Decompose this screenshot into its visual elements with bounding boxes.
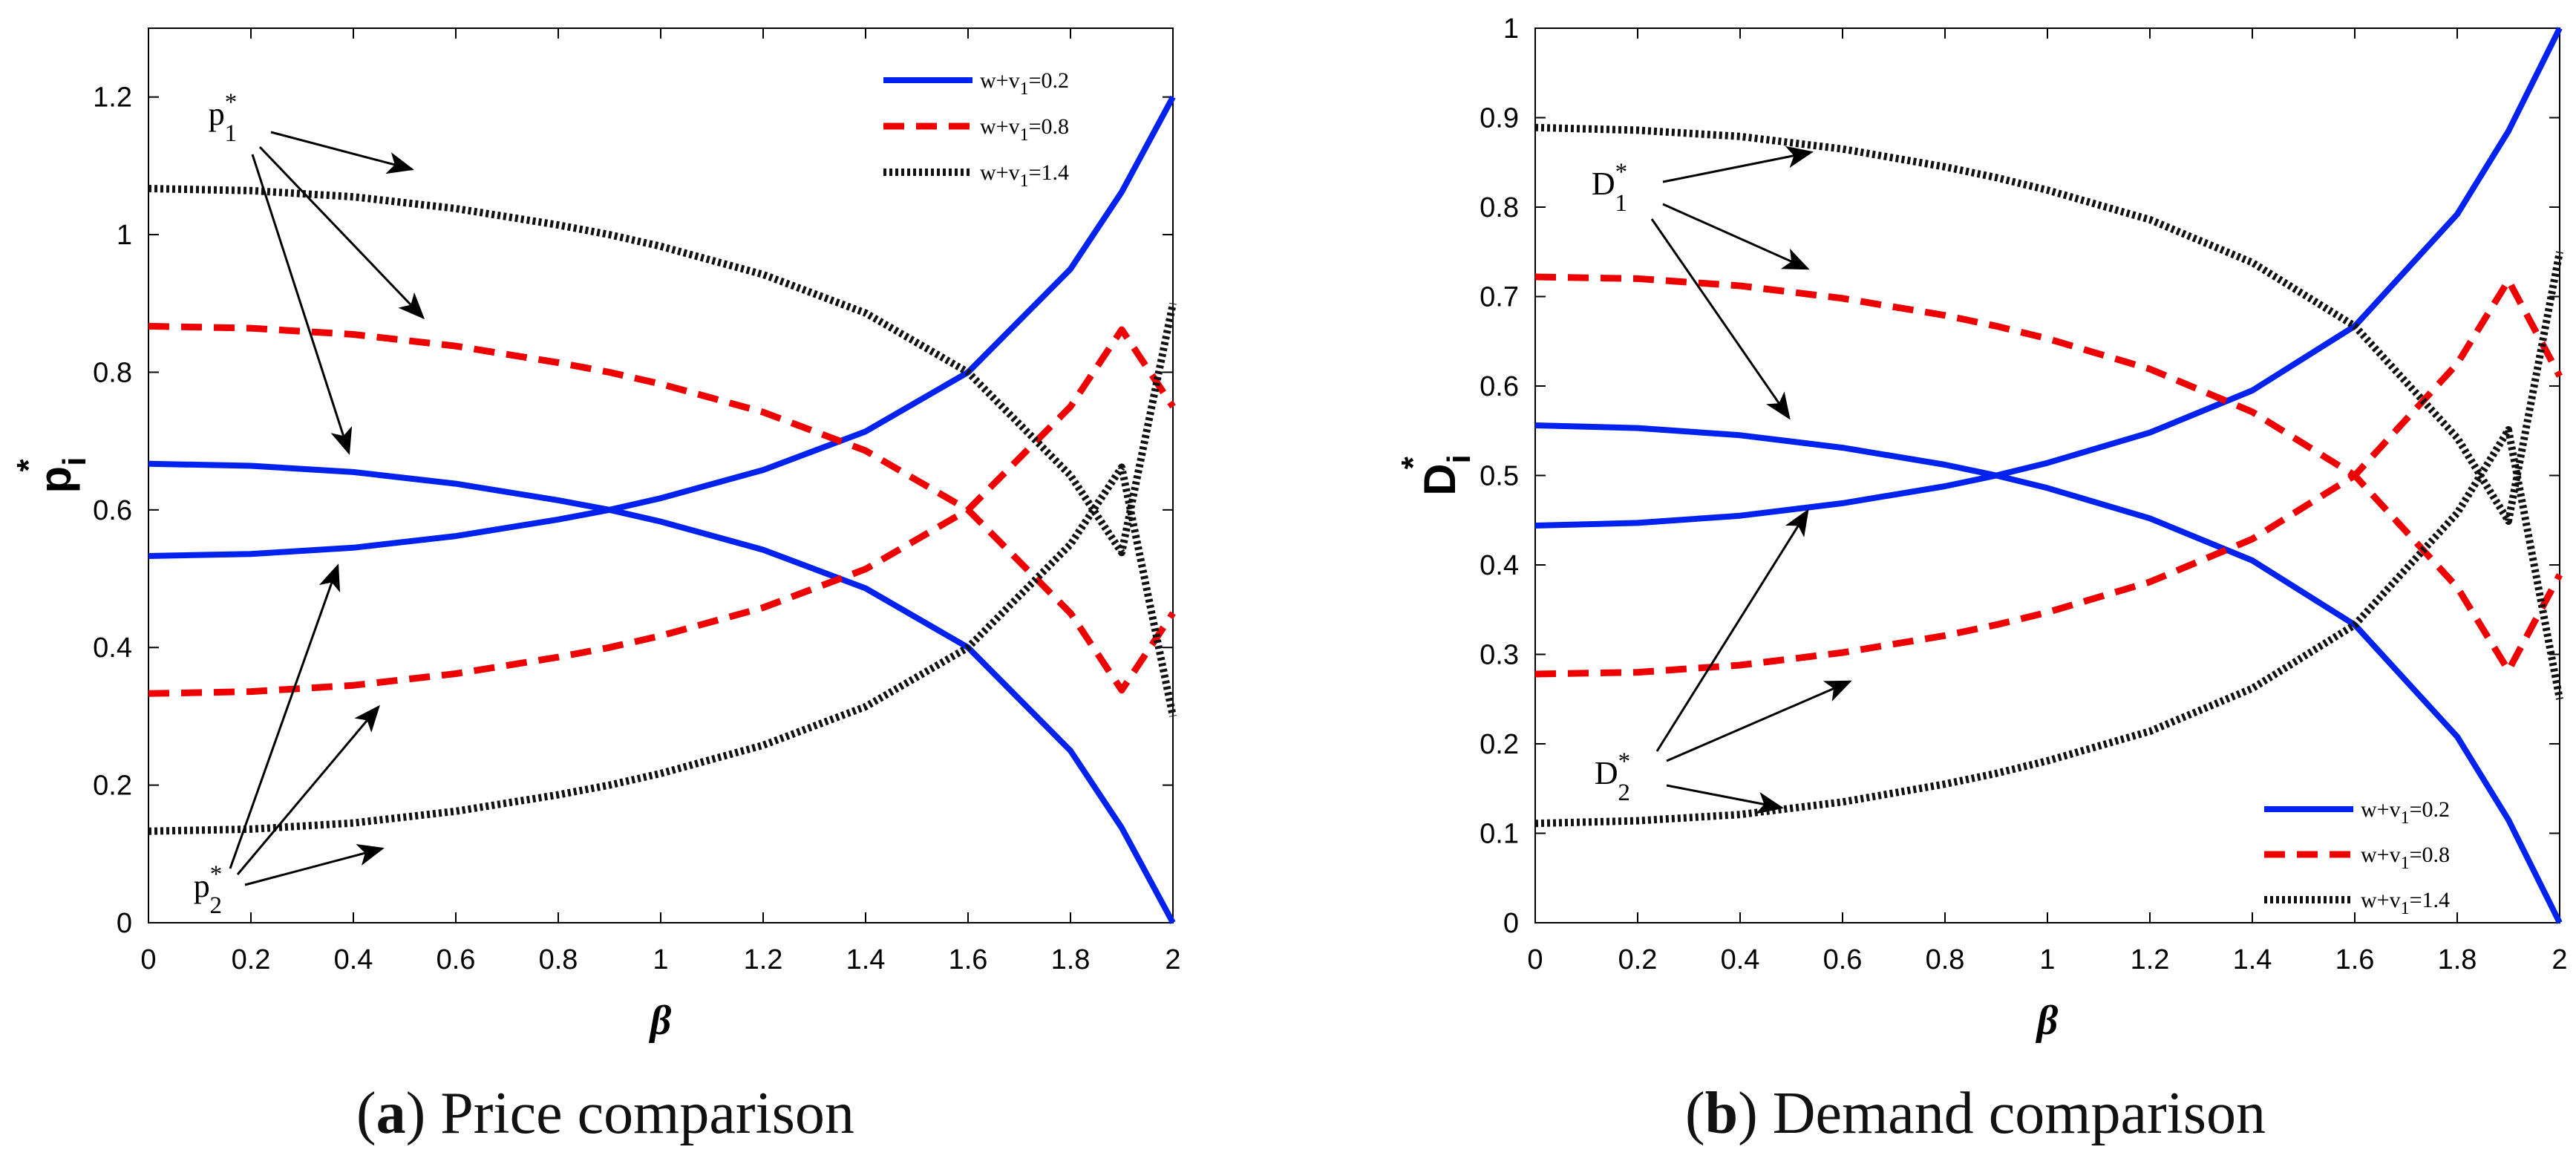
caption-b: (b) Demand comparison [1685, 1081, 2266, 1146]
series-line: D1* (w+v1=0.8) [1534, 273, 2563, 674]
x-tick-label: 2 [2552, 944, 2567, 975]
x-tick-label: 0 [140, 944, 156, 975]
series-line: p1* (w+v1=0.8) [148, 322, 1176, 694]
y-axis-label: pi* [10, 457, 93, 494]
x-tick-label: 1.6 [2335, 944, 2375, 975]
legend-entry: w+v1=0.2 [2361, 797, 2450, 828]
plot-frame [1534, 27, 2560, 923]
series-line: D2* (w+v1=0.8) [1534, 277, 2563, 678]
y-tick-label: 1 [117, 220, 132, 251]
x-tick-label: 1.4 [2233, 944, 2272, 975]
y-tick-label: 0.1 [1480, 819, 1519, 850]
series-line: D1* (w+v1=0.2) [1534, 422, 2563, 924]
series-line: D2* (w+v1=1.4) [1534, 426, 2563, 828]
x-tick-label: 1.8 [2438, 944, 2477, 975]
demand-chart: 0 0.2 0.4 0.6 0.8 1 1.2 1.4 1.6 1.8 2 0 0.1 0.2 0.3 0.4… [1395, 13, 2568, 1044]
x-tick-label: 0.6 [1823, 944, 1863, 975]
y-tick-label: 0.8 [93, 357, 132, 388]
y-axis-label: Di* [1395, 454, 1477, 496]
x-tick-label: 1.6 [949, 944, 988, 975]
y-tick-label: 0.2 [1480, 729, 1519, 760]
annotation-label: D* 1 [1592, 159, 1627, 217]
y-tick-label: 0.8 [1480, 192, 1519, 223]
annotation-arrow [229, 563, 341, 869]
legend-entry: w+v1=1.4 [980, 160, 1069, 191]
annotation-arrow [1666, 680, 1852, 762]
x-tick-label: 1 [2039, 944, 2055, 975]
y-tick-label: 0.6 [93, 495, 132, 526]
x-tick-label: 0.4 [1721, 944, 1760, 975]
x-tick-label: 0.2 [1618, 944, 1658, 975]
y-tick-label: 0.4 [93, 632, 132, 664]
x-tick-label: 0.2 [232, 944, 271, 975]
annotation-arrow [258, 146, 425, 320]
annotation-arrow [1655, 509, 1809, 752]
x-tick-label: 1.2 [2131, 944, 2170, 975]
y-tick-label: 0.4 [1480, 550, 1519, 581]
price-chart: 0 0.2 0.4 0.6 0.8 1 1.2 1.4 1.6 1.8 2 0 0.2 0.4 0.6 0.8… [10, 27, 1181, 1044]
x-tick-label: 2 [1165, 944, 1180, 975]
annotation-arrow [270, 131, 414, 174]
x-tick-label: 1 [653, 944, 668, 975]
annotation-arrow [236, 704, 380, 875]
y-tick-label: 0.5 [1480, 461, 1519, 492]
x-tick-label: 0.8 [539, 944, 578, 975]
series-line: D1* (w+v1=1.4) [1534, 123, 2563, 525]
y-tick-label: 0 [117, 908, 132, 939]
x-tick-label: 0.8 [1926, 944, 1965, 975]
series-line: D2* (w+v1=0.2) [1534, 27, 2563, 529]
x-tick-label: 1.2 [744, 944, 783, 975]
y-tick-label: 1.2 [93, 82, 132, 114]
x-tick-label: 1.4 [846, 944, 886, 975]
series-line: p1* (w+v1=0.2) [148, 460, 1176, 924]
annotation-arrow [1650, 218, 1791, 420]
legend-entry: w+v1=0.8 [2361, 843, 2450, 873]
svg-text:Di*: Di* [1395, 454, 1477, 496]
series-line: p2* (w+v1=0.8) [148, 326, 1176, 697]
annotation-label: D* 2 [1595, 748, 1630, 806]
caption-a: (a) Price comparison [356, 1081, 854, 1146]
y-tick-label: 0.2 [93, 771, 132, 802]
series-line: p2* (w+v1=0.2) [148, 95, 1176, 559]
annotation-arrow [244, 843, 385, 886]
x-tick-label: 0.6 [437, 944, 476, 975]
y-tick-label: 0.9 [1480, 103, 1519, 134]
x-tick-label: 0.4 [334, 944, 373, 975]
svg-text:pi*: pi* [10, 457, 93, 494]
x-axis-label: β [2036, 998, 2059, 1044]
annotation-arrow [1666, 784, 1784, 814]
annotation-label: p* 2 [194, 861, 223, 919]
annotation-label: p* 1 [209, 89, 238, 147]
legend-entry: w+v1=1.4 [2361, 888, 2450, 918]
legend-entry: w+v1=0.8 [980, 114, 1069, 145]
x-tick-label: 0 [1527, 944, 1543, 975]
y-tick-label: 0 [1503, 908, 1519, 939]
y-tick-label: 0.7 [1480, 282, 1519, 313]
legend-entry: w+v1=0.2 [980, 68, 1069, 99]
annotation-arrow [1662, 146, 1814, 183]
x-axis-label: β [649, 998, 672, 1044]
annotation-arrow [1662, 203, 1810, 270]
annotation-arrow [251, 154, 353, 455]
y-tick-label: 1 [1503, 13, 1519, 45]
x-tick-label: 1.8 [1051, 944, 1091, 975]
y-tick-label: 0.6 [1480, 371, 1519, 402]
y-tick-label: 0.3 [1480, 640, 1519, 671]
